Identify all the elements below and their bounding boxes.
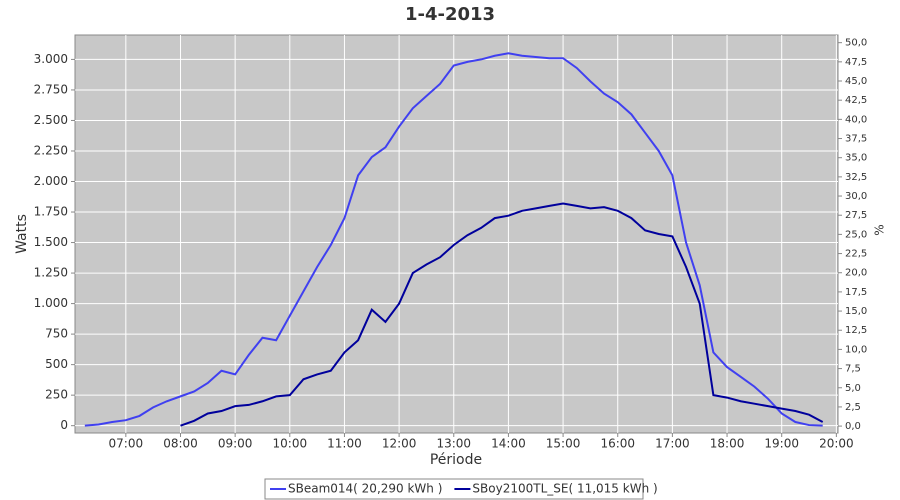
y2-tick-label: 25,0 [845,229,867,240]
chart-title: 1-4-2013 [405,4,495,25]
y2-tick-label: 30,0 [845,191,867,202]
y-tick-label: 500 [45,357,68,371]
legend [264,478,644,500]
y2-tick-label: 22,5 [845,249,867,260]
x-tick-label: 10:00 [273,437,308,451]
y-tick-label: 1.000 [34,296,68,310]
y-tick-label: 2.000 [34,174,68,188]
x-axis-label: Période [430,452,482,468]
x-tick-label: 09:00 [218,437,253,451]
y2-tick-label: 17,5 [845,287,867,298]
y2-tick-label: 7,5 [845,364,861,375]
y2-tick-label: 50,0 [845,38,867,49]
y-axis-label: Watts [14,214,30,254]
series-line [180,202,824,427]
y2-tick-label: 20,0 [845,268,867,279]
y2-tick-label: 47,5 [845,57,867,68]
y2-tick-label: 40,0 [845,114,867,125]
y2-tick-label: 0,0 [845,421,861,432]
y-tick-label: 1.500 [34,235,68,249]
y2-tick-label: 27,5 [845,210,867,221]
y-tick-label: 0 [60,418,68,432]
y2-tick-label: 5,0 [845,383,861,394]
y2-tick-label: 42,5 [845,95,867,106]
y-tick-label: 2.750 [34,82,68,96]
y-tick-label: 250 [45,388,68,402]
x-tick-label: 20:00 [819,437,854,451]
y2-tick-label: 10,0 [845,344,867,355]
x-tick-label: 15:00 [546,437,581,451]
legend-label: SBeam014( 20,290 kWh ) [288,482,442,496]
y2-tick-label: 35,0 [845,153,867,164]
y-tick-label: 2.500 [34,113,68,127]
x-tick-label: 11:00 [327,437,362,451]
plot-area [74,34,839,434]
x-tick-label: 17:00 [655,437,690,451]
y-tick-label: 750 [45,327,68,341]
y2-tick-label: 37,5 [845,134,867,145]
y2-tick-label: 15,0 [845,306,867,317]
x-tick-label: 16:00 [600,437,635,451]
y-tick-label: 2.250 [34,143,68,157]
series-line [84,52,823,427]
y2-tick-label: 45,0 [845,76,867,87]
y-tick-label: 3.000 [34,52,68,66]
y2-tick-label: 32,5 [845,172,867,183]
x-tick-label: 08:00 [163,437,198,451]
x-tick-label: 12:00 [382,437,417,451]
x-tick-label: 13:00 [436,437,471,451]
y-tick-label: 1.250 [34,266,68,280]
x-tick-label: 18:00 [710,437,745,451]
y2-axis-label: % [873,224,887,235]
y2-tick-label: 2,5 [845,402,861,413]
x-tick-label: 14:00 [491,437,526,451]
x-tick-label: 19:00 [764,437,799,451]
x-tick-label: 07:00 [109,437,144,451]
legend-label: SBoy2100TL_SE( 11,015 kWh ) [472,482,657,496]
y2-tick-label: 12,5 [845,325,867,336]
y-tick-label: 1.750 [34,205,68,219]
